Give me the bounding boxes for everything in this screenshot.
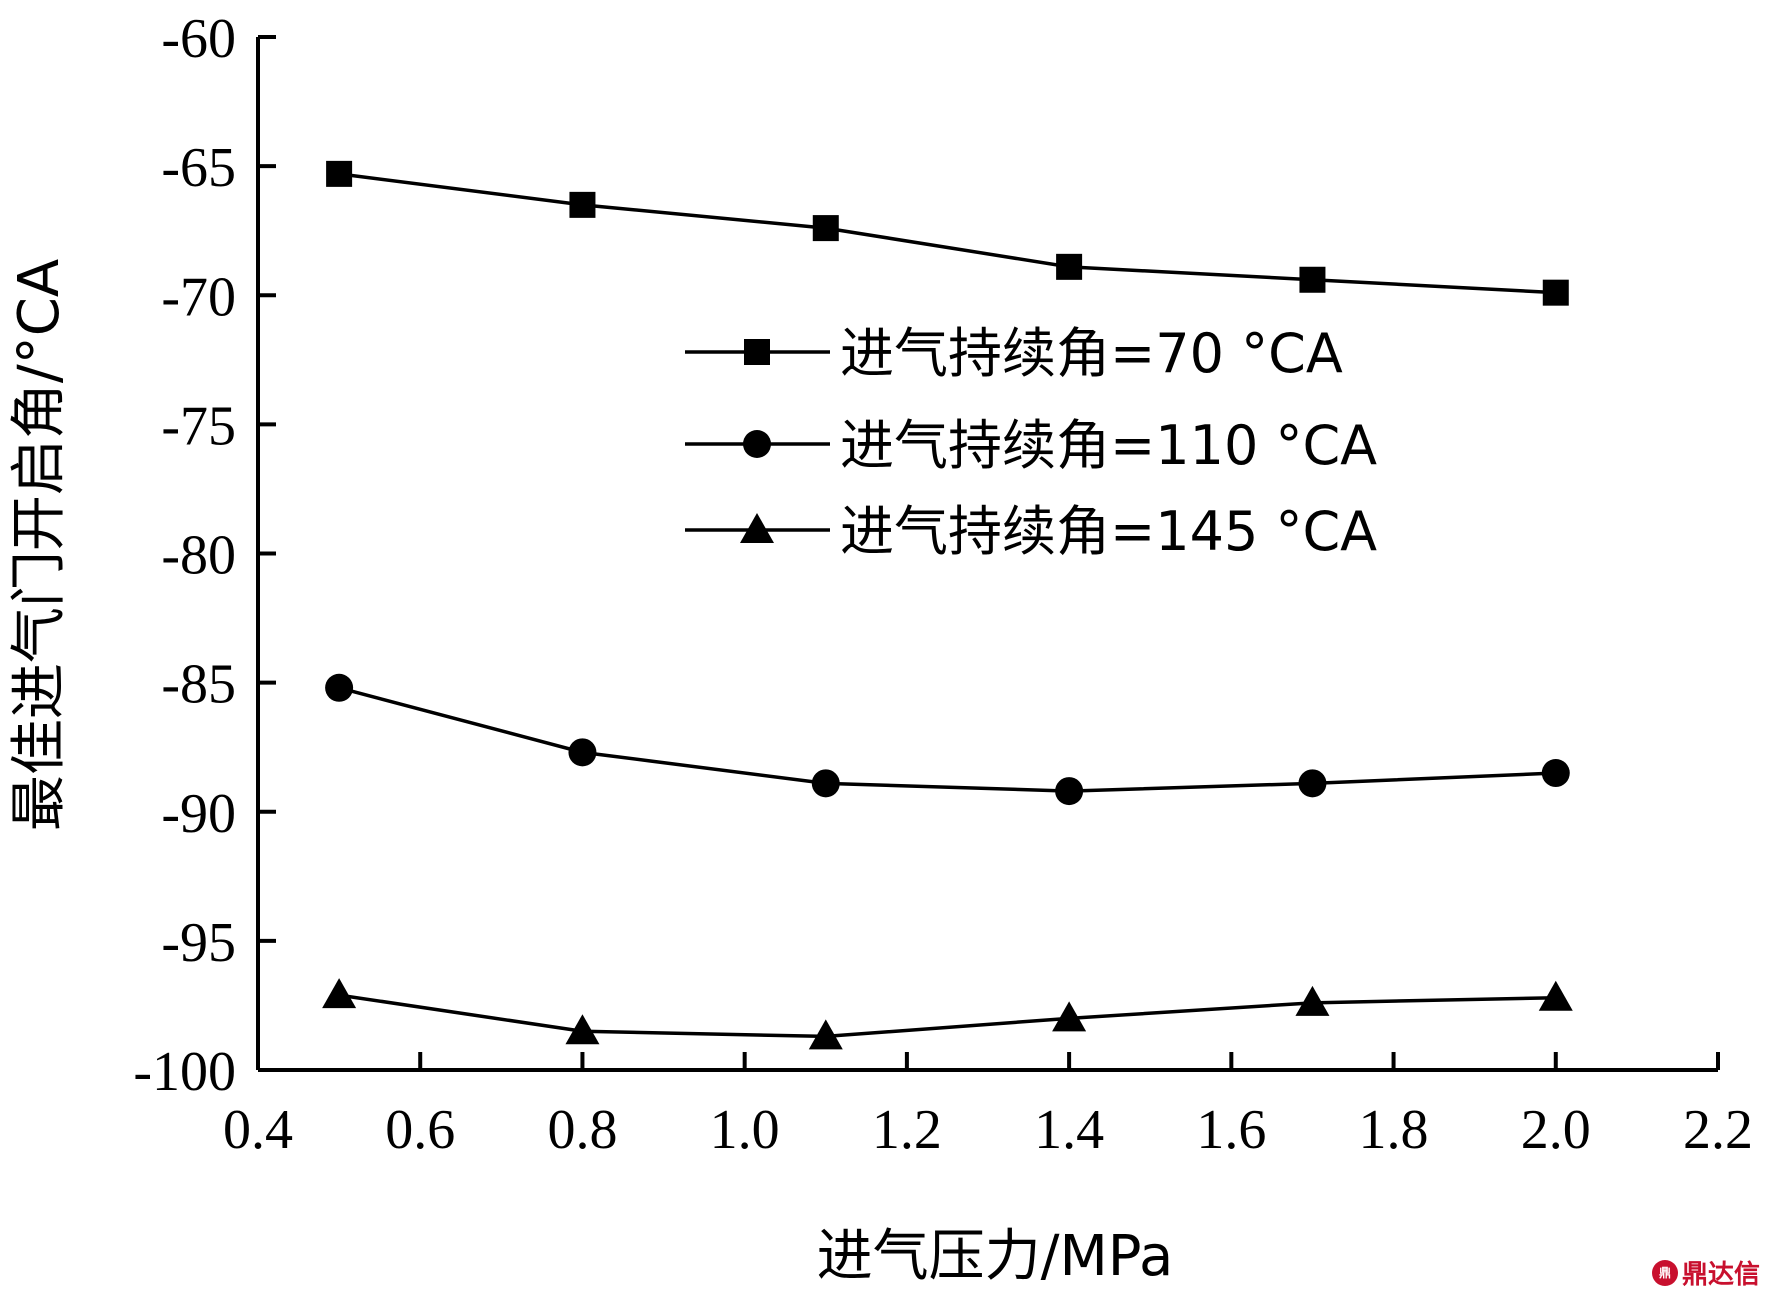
- series-line: [338, 993, 1556, 1039]
- data-point-circle: [325, 673, 354, 702]
- y-tick-label: -85: [161, 654, 236, 716]
- data-point-triangle: [565, 1014, 600, 1045]
- y-tick-label: -100: [133, 1041, 236, 1103]
- series-line: [338, 686, 1556, 793]
- data-point-square: [812, 215, 839, 242]
- y-tick-label: -95: [161, 912, 236, 974]
- data-point-square: [1542, 279, 1569, 306]
- data-point-square: [1056, 253, 1083, 280]
- y-tick-label: -65: [161, 137, 236, 199]
- data-point-circle: [1541, 759, 1570, 788]
- data-point-square: [1299, 266, 1326, 293]
- series-2: [325, 673, 1570, 806]
- legend-label: 进气持续角=145 °CA: [840, 500, 1377, 563]
- watermark-logo-icon: 鼎: [1651, 1259, 1678, 1286]
- y-tick-label: -75: [161, 395, 236, 457]
- y-axis-ticks: -60 -65 -70 -75 -80 -85 -90 -95 -100: [133, 8, 276, 1103]
- x-tick-label: 1.6: [1196, 1099, 1266, 1161]
- data-point-triangle: [1052, 1001, 1087, 1032]
- data-point-triangle: [808, 1019, 843, 1050]
- watermark-text: 鼎达信: [1681, 1260, 1760, 1290]
- series-3: [322, 978, 1573, 1050]
- x-axis-ticks: 0.4 0.6 0.8 1.0 1.2 1.4 1.6 1.8 2.0 2.2: [223, 1052, 1753, 1161]
- series-layer: [322, 160, 1573, 1050]
- data-point-triangle: [1295, 985, 1330, 1016]
- legend-entry-2: 进气持续角=110 °CA: [685, 414, 1377, 477]
- data-point-circle: [1298, 769, 1327, 798]
- data-point-circle: [568, 738, 597, 767]
- x-tick-label: 2.0: [1521, 1099, 1591, 1161]
- x-tick-label: 0.6: [385, 1099, 455, 1161]
- x-tick-label: 1.2: [872, 1099, 942, 1161]
- legend-marker-square-icon: [744, 339, 770, 365]
- data-point-square: [326, 160, 353, 187]
- x-tick-label: 1.0: [710, 1099, 780, 1161]
- data-point-circle: [1055, 777, 1084, 806]
- data-point-square: [569, 191, 596, 218]
- x-tick-label: 2.2: [1683, 1099, 1753, 1161]
- legend-marker-triangle-icon: [740, 513, 774, 543]
- data-point-triangle: [1538, 980, 1573, 1011]
- legend-marker-circle-icon: [743, 430, 771, 458]
- legend-label: 进气持续角=110 °CA: [840, 414, 1377, 477]
- y-tick-label: -60: [161, 8, 236, 70]
- watermark: 鼎 鼎达信: [1651, 1254, 1760, 1291]
- legend-label: 进气持续角=70 °CA: [840, 322, 1343, 385]
- x-axis-title: 进气压力/MPa: [817, 1224, 1174, 1289]
- legend-entry-1: 进气持续角=70 °CA: [685, 322, 1343, 385]
- data-point-circle: [811, 769, 840, 798]
- y-tick-label: -90: [161, 783, 236, 845]
- x-tick-label: 0.8: [547, 1099, 617, 1161]
- y-tick-label: -80: [161, 525, 236, 587]
- x-tick-label: 0.4: [223, 1099, 293, 1161]
- series-line: [338, 172, 1556, 295]
- y-axis-title: 最佳进气门开启角/°CA: [7, 259, 72, 831]
- legend-entry-3: 进气持续角=145 °CA: [685, 500, 1377, 563]
- series-1: [326, 160, 1569, 306]
- data-point-triangle: [322, 978, 357, 1009]
- x-tick-label: 1.4: [1034, 1099, 1104, 1161]
- x-tick-label: 1.8: [1359, 1099, 1429, 1161]
- legend: 进气持续角=70 °CA 进气持续角=110 °CA 进气持续角=145 °CA: [685, 322, 1377, 563]
- y-tick-label: -70: [161, 266, 236, 328]
